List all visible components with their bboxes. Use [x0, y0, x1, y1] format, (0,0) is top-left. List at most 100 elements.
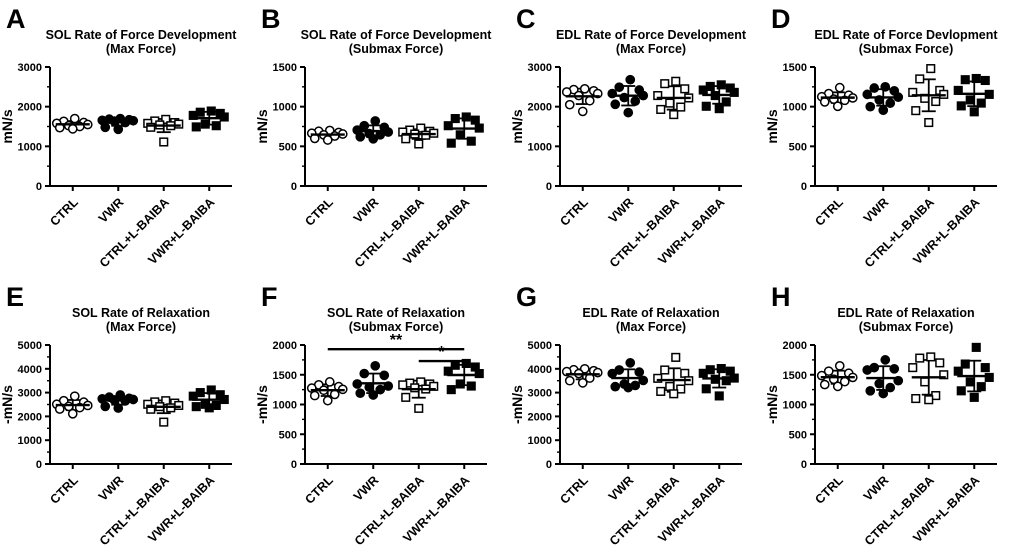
data-point	[577, 377, 588, 388]
data-point	[113, 403, 124, 413]
chart-subtitle: (Submax Force)	[349, 42, 443, 56]
data-point	[67, 124, 78, 134]
y-axis-label: -mN/s	[765, 385, 780, 424]
data-point	[680, 368, 690, 378]
data-point	[368, 390, 379, 400]
data-point	[656, 104, 666, 114]
panel-letter: D	[771, 4, 791, 34]
data-point	[653, 373, 663, 383]
y-tick-label: 500	[789, 141, 807, 153]
data-point	[115, 390, 126, 400]
data-point	[819, 379, 830, 390]
data-point	[159, 137, 169, 147]
y-tick-label: 2000	[783, 340, 807, 352]
data-point	[69, 113, 80, 124]
chart-title: SOL Rate of Relaxation	[327, 306, 465, 320]
data-point	[561, 87, 572, 97]
data-point	[370, 116, 381, 126]
x-group-label: CTRL	[812, 473, 846, 507]
data-point	[698, 85, 708, 95]
x-group-label: VWR	[606, 473, 637, 504]
data-point	[878, 388, 889, 399]
data-point	[924, 117, 934, 128]
data-point	[971, 73, 981, 84]
data-point	[359, 368, 370, 379]
data-point	[461, 112, 471, 122]
data-point	[660, 365, 670, 375]
y-tick-label: 2000	[528, 411, 552, 423]
y-tick-label: 2000	[18, 411, 42, 423]
y-tick-label: 1000	[18, 435, 42, 447]
data-point	[669, 110, 679, 120]
data-point	[939, 370, 949, 380]
data-point	[416, 377, 426, 387]
data-point	[146, 404, 156, 414]
significance-label: **	[390, 332, 403, 349]
y-tick-label: 3000	[528, 62, 552, 74]
data-point	[889, 363, 900, 374]
data-point	[665, 98, 675, 108]
y-tick-label: 0	[546, 459, 552, 471]
data-point	[969, 107, 979, 117]
y-axis-label: mN/s	[255, 109, 270, 143]
data-point	[67, 408, 78, 419]
data-point	[219, 112, 229, 122]
chart-title: EDL Rate of Force Development	[556, 28, 747, 42]
y-tick-label: 1500	[783, 370, 807, 382]
data-point	[865, 101, 876, 112]
data-point	[926, 352, 936, 362]
data-point	[206, 106, 216, 116]
data-point	[324, 377, 335, 387]
data-point	[926, 64, 936, 74]
data-point	[414, 139, 424, 149]
y-tick-label: 1000	[18, 141, 42, 153]
y-tick-label: 2000	[18, 102, 42, 114]
data-point	[714, 104, 724, 114]
data-point	[869, 83, 880, 93]
data-point	[834, 82, 845, 93]
chart-subtitle: (Max Force)	[616, 42, 686, 56]
data-point	[880, 81, 891, 92]
data-point	[956, 386, 966, 396]
data-point	[401, 134, 411, 144]
panel-letter: G	[516, 282, 537, 312]
x-group-label: VWR	[96, 195, 127, 226]
data-point	[455, 379, 465, 389]
data-point	[980, 363, 990, 373]
data-point	[309, 390, 320, 401]
x-group-label: VWR	[351, 473, 382, 504]
y-tick-label: 5000	[18, 340, 42, 352]
data-point	[161, 114, 171, 124]
data-point	[370, 360, 381, 371]
x-group-label: VWR	[861, 195, 892, 226]
data-point	[729, 87, 739, 97]
chart-title: SOL Rate of Force Development	[46, 28, 238, 42]
data-point	[911, 394, 921, 404]
y-tick-label: 4000	[528, 364, 552, 376]
panel-F: F SOL Rate of Relaxation(Submax Force) 0 50…	[255, 282, 487, 548]
chart-title: EDL Rate of Relaxation	[837, 306, 974, 320]
data-point	[355, 388, 366, 399]
data-point	[200, 119, 210, 129]
y-tick-label: 0	[546, 181, 552, 193]
data-point	[623, 107, 634, 118]
y-tick-label: 1000	[273, 102, 297, 114]
x-group-label: CTRL	[812, 195, 846, 229]
data-point	[375, 384, 386, 395]
data-point	[359, 120, 370, 131]
y-axis-label: -mN/s	[0, 385, 15, 424]
data-point	[206, 385, 216, 395]
data-point	[414, 403, 424, 413]
panel-E: E SOL Rate of Relaxation(Max Force) 0 1000 2…	[0, 282, 232, 548]
y-axis-label: mN/s	[765, 109, 780, 143]
data-point	[410, 383, 420, 393]
data-point	[953, 366, 963, 376]
y-tick-label: 5000	[528, 340, 552, 352]
y-tick-label: 500	[279, 141, 297, 153]
y-tick-label: 1500	[783, 62, 807, 74]
data-point	[564, 99, 575, 110]
data-point	[174, 119, 184, 129]
data-point	[908, 363, 918, 373]
panel-letter: A	[6, 4, 26, 34]
